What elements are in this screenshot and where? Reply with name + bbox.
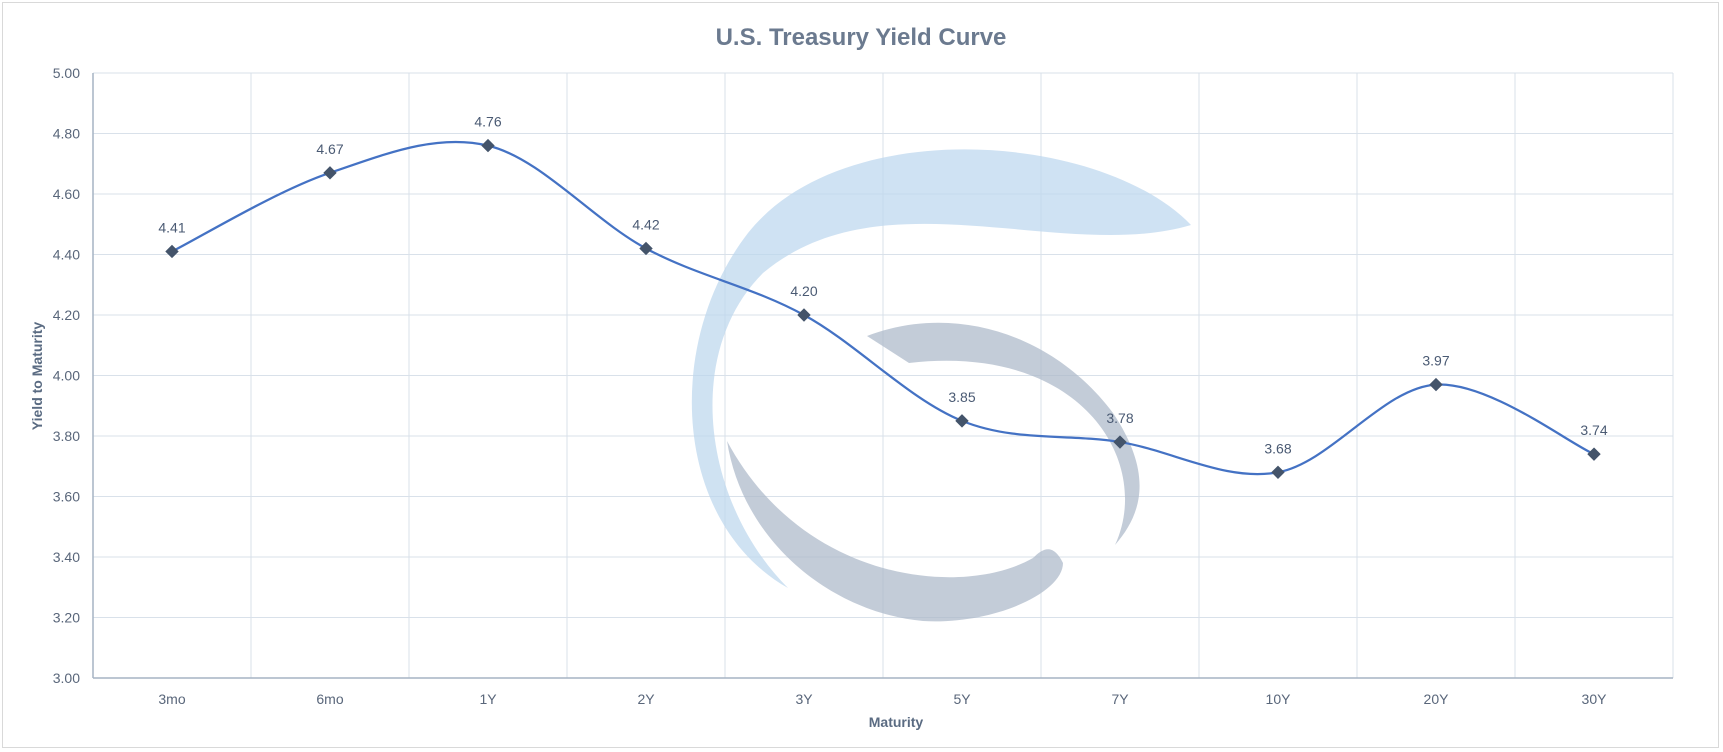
watermark-logo	[691, 149, 1191, 622]
y-tick-label: 3.80	[53, 428, 80, 444]
watermark-blue-arc	[691, 149, 1191, 588]
watermark-gray-arc	[727, 322, 1140, 622]
data-label: 3.74	[1580, 422, 1607, 438]
x-tick-label: 5Y	[953, 691, 971, 707]
y-axis-title: Yield to Maturity	[29, 322, 45, 431]
y-tick-label: 3.40	[53, 549, 80, 565]
data-point-marker	[1113, 435, 1127, 449]
y-tick-label: 3.00	[53, 670, 80, 686]
y-tick-label: 4.00	[53, 368, 80, 384]
x-tick-label: 30Y	[1582, 691, 1608, 707]
x-tick-label: 10Y	[1266, 691, 1292, 707]
y-tick-label: 3.60	[53, 489, 80, 505]
data-point-marker	[797, 308, 811, 322]
data-label: 4.42	[632, 216, 659, 232]
y-tick-label: 4.40	[53, 247, 80, 263]
data-label: 4.20	[790, 283, 817, 299]
data-point-marker	[165, 244, 179, 259]
x-axis-ticks: 3mo 6mo 1Y 2Y 3Y 5Y 7Y 10Y 20Y 30Y	[158, 691, 1607, 707]
x-tick-label: 2Y	[637, 691, 655, 707]
data-point-marker	[1429, 377, 1443, 392]
data-point-marker	[639, 241, 653, 256]
yield-line	[171, 140, 1595, 476]
x-tick-label: 1Y	[479, 691, 497, 707]
y-tick-label: 4.60	[53, 186, 80, 202]
yield-curve-chart: 3.00 3.20 3.40 3.60 3.80 4.00 4.20 4.40 4.60 4.80…	[29, 24, 1674, 730]
x-tick-label: 3Y	[795, 691, 813, 707]
x-tick-label: 20Y	[1424, 691, 1450, 707]
series-markers	[165, 138, 1601, 480]
x-tick-label: 3mo	[158, 691, 185, 707]
data-label: 4.41	[158, 219, 185, 235]
x-axis-title: Maturity	[869, 714, 924, 730]
x-tick-label: 7Y	[1111, 691, 1129, 707]
data-label: 4.76	[474, 114, 501, 130]
data-point-marker	[481, 138, 495, 153]
data-label: 3.97	[1422, 353, 1449, 369]
series-line	[171, 140, 1595, 476]
y-tick-label: 4.20	[53, 307, 80, 323]
data-label: 3.85	[948, 389, 975, 405]
data-point-marker	[1587, 447, 1601, 461]
y-tick-label: 4.80	[53, 126, 80, 142]
x-tick-label: 6mo	[316, 691, 343, 707]
data-label: 4.67	[316, 141, 343, 157]
data-point-marker	[955, 414, 969, 428]
data-point-marker	[1271, 465, 1285, 480]
axes	[92, 73, 1673, 679]
data-point-marker	[323, 166, 337, 180]
data-label: 3.78	[1106, 410, 1133, 426]
chart-title: U.S. Treasury Yield Curve	[716, 24, 1007, 51]
y-tick-label: 5.00	[53, 65, 80, 81]
y-axis-ticks: 3.00 3.20 3.40 3.60 3.80 4.00 4.20 4.40 4.60 4.80…	[53, 65, 80, 686]
y-tick-label: 3.20	[53, 610, 80, 626]
data-labels: 4.41 4.67 4.76 4.42 4.20 3.85 3.78 3.68 3.97 3.74	[158, 114, 1607, 457]
data-label: 3.68	[1264, 440, 1291, 456]
